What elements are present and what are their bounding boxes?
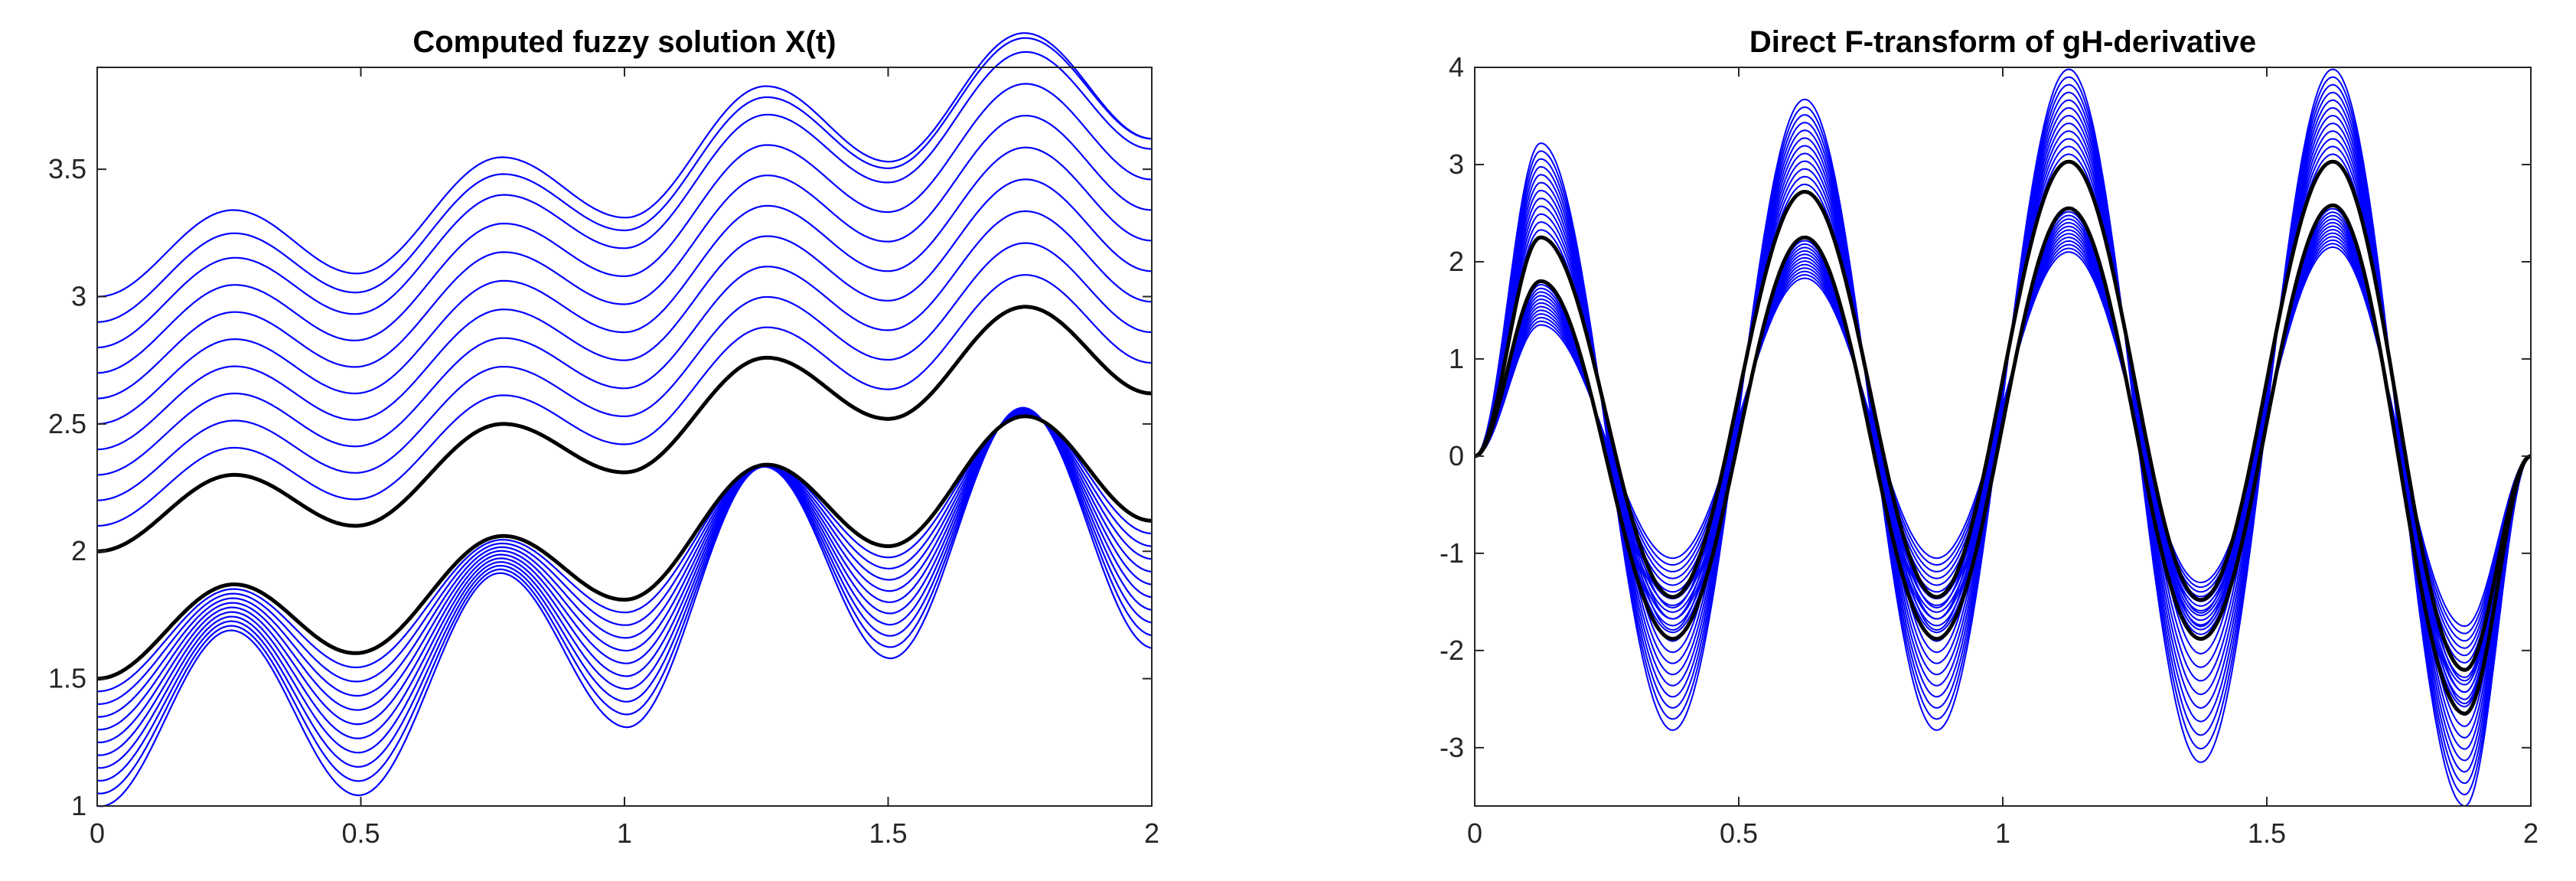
series-line-upper-level (97, 51, 1152, 349)
series-line-upper-level (96, 274, 1152, 527)
series-line-level-inner (1474, 207, 2532, 708)
series-line-lower-core (97, 414, 1152, 681)
y-tick-label: 3.5 (48, 153, 86, 184)
y-tick-label: -1 (1440, 537, 1464, 569)
x-tick-label: 2 (1144, 817, 1159, 849)
series-line-lower-level (96, 408, 1153, 782)
series-line-upper-level (97, 242, 1153, 501)
series-line-core-a (1474, 159, 2532, 672)
chart-title: Computed fuzzy solution X(t) (412, 25, 836, 59)
y-tick-label: 1.5 (48, 663, 86, 694)
y-tick-label: -3 (1440, 732, 1464, 763)
series-line-lower-level (96, 406, 1153, 808)
series-line-level-outer (1474, 76, 2532, 796)
series-line-lower-level (96, 410, 1153, 769)
series-line-upper-level (96, 83, 1152, 374)
plot-direct-f-transform: Direct F-transform of gH-derivative 0 0.5… (1440, 25, 2539, 849)
series-line-upper-level (96, 115, 1152, 400)
series-line-core-b (1474, 203, 2532, 716)
x-tick-label: 0.5 (341, 817, 380, 849)
chart-title: Direct F-transform of gH-derivative (1749, 25, 2256, 59)
series-line-level-inner (1474, 211, 2532, 700)
series-line-lower-level (97, 413, 1153, 705)
series-line-upper-level (97, 32, 1153, 298)
series-line-upper-level (96, 146, 1152, 425)
y-tick-label: 1 (1449, 343, 1464, 374)
x-tick-label: 1.5 (2248, 817, 2286, 849)
y-tick-label: 3 (71, 280, 86, 312)
y-tick-label: 1 (71, 790, 86, 821)
series-line-lower-level (96, 413, 1153, 718)
axes-frame (1474, 67, 2532, 807)
y-tick-label: 2 (1449, 246, 1464, 277)
series-line-level-inner (1474, 214, 2532, 693)
series-line-level-inner (1474, 218, 2532, 686)
plot-computed-fuzzy-solution: Computed fuzzy solution X(t) 0 0.5 1 1.5 2 1 1… (48, 25, 1159, 849)
y-tick-label: -2 (1440, 635, 1464, 666)
y-tick-label: 0 (1449, 440, 1464, 471)
x-tick-label: 1 (1995, 817, 2010, 849)
y-tick-label: 4 (1449, 51, 1464, 83)
x-tick-label: 0 (90, 817, 105, 849)
series-line-lower-level (96, 411, 1153, 743)
series-line-level-outer (1474, 83, 2532, 785)
x-tick-label: 1.5 (869, 817, 907, 849)
y-tick-label: 3 (1449, 148, 1464, 180)
series-line-upper-core (97, 305, 1152, 553)
x-tick-label: 1 (617, 817, 632, 849)
y-tick-label: 2 (71, 535, 86, 566)
series-line-upper-level (97, 210, 1152, 476)
series-line-level-outer (1474, 68, 2532, 808)
series-line-upper-level (97, 178, 1152, 451)
series-line-upper-level (96, 37, 1153, 323)
x-tick-label: 0.5 (1720, 817, 1758, 849)
x-tick-label: 2 (2523, 817, 2539, 849)
series-line-level-inner (1474, 246, 2532, 628)
series-line-lower-level (97, 412, 1153, 731)
x-tick-label: 0 (1467, 817, 1482, 849)
series-line-lower-level (96, 410, 1153, 756)
y-tick-label: 2.5 (48, 408, 86, 439)
